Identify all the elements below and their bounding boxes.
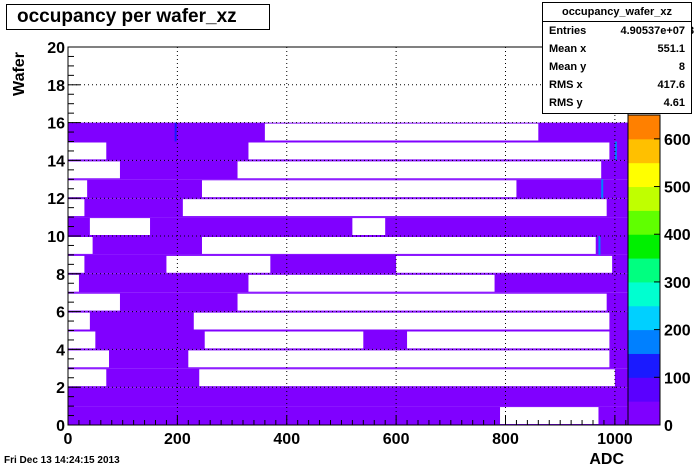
heatmap-gap-wafer-14-1 (248, 142, 610, 160)
color-scale-band-5 (628, 281, 660, 307)
z-tick-label: 100 (664, 370, 691, 387)
stats-label: RMS y (549, 97, 583, 109)
y-tick-label: 8 (56, 267, 65, 284)
heatmap-gap-wafer-4-0 (68, 331, 96, 349)
color-scale-band-0 (628, 401, 660, 426)
heatmap-gap-wafer-12-0 (68, 180, 88, 198)
y-tick-label: 14 (47, 153, 65, 170)
heatmap-row-wafer-10 (68, 217, 628, 236)
heatmap-gap-wafer-15-0 (264, 123, 539, 141)
y-tick-label: 18 (47, 78, 65, 95)
stats-box: occupancy_wafer_xz Entries 4.90537e+07 M… (542, 2, 692, 114)
color-scale-band-1 (628, 377, 660, 402)
heatmap-gap-wafer-7-1 (248, 274, 495, 292)
heatmap-gap-wafer-9-1 (201, 237, 596, 254)
heatmap-gap-wafer-13-0 (68, 161, 120, 179)
z-tick-label: 500 (664, 180, 691, 197)
x-tick-label: 400 (273, 431, 300, 448)
y-tick-label: 20 (47, 40, 65, 57)
heatmap-gap-wafer-10-1 (352, 218, 386, 235)
color-scale-band-8 (628, 210, 660, 235)
heatmap-gap-wafer-8-2 (396, 255, 613, 273)
z-tick-label: 0 (664, 418, 673, 435)
stats-value: 4.90537e+07 (620, 25, 685, 37)
y-tick-label: 10 (47, 229, 65, 246)
x-tick-label: 0 (64, 431, 73, 448)
color-scale-band-6 (628, 258, 660, 283)
z-tick-label: 300 (664, 275, 691, 292)
heatmap-hot-cell-1 (598, 236, 601, 255)
y-tick-label: 2 (56, 380, 65, 397)
color-scale-band-12 (628, 115, 660, 140)
z-tick-label: 400 (664, 227, 691, 244)
heatmap-gap-wafer-13-1 (237, 161, 602, 179)
stats-row-rms-x: RMS x 417.6 (543, 76, 691, 94)
heatmap-gap-wafer-12-1 (201, 180, 517, 198)
histogram-title: occupancy per wafer_xz (6, 4, 270, 30)
heatmap-hot-cell-3 (174, 122, 177, 142)
heatmap-gap-wafer-4-2 (407, 331, 610, 349)
stats-row-rms-y: RMS y 4.61 (543, 94, 691, 112)
stats-row-mean-x: Mean x 551.1 (543, 40, 691, 58)
stats-label: Entries (549, 25, 587, 37)
y-axis-title: Wafer (11, 52, 28, 96)
stats-value: 417.6 (657, 79, 685, 91)
x-tick-label: 600 (383, 431, 410, 448)
stats-row-mean-y: Mean y 8 (543, 58, 691, 76)
color-scale-band-3 (628, 329, 660, 354)
stats-value: 8 (678, 61, 685, 73)
z-tick-label: 200 (664, 323, 691, 340)
x-tick-label: 200 (164, 431, 191, 448)
heatmap-gap-wafer-5-0 (68, 312, 90, 330)
heatmap-gap-wafer-14-0 (68, 142, 107, 160)
x-axis-title: ADC (589, 451, 624, 468)
heatmap-row-wafer-0 (68, 406, 628, 425)
timestamp-footer: Fri Dec 13 14:24:15 2013 (4, 455, 120, 466)
heatmap-gap-wafer-11-0 (68, 199, 85, 217)
heatmap-gap-wafer-5-1 (193, 312, 610, 330)
heatmap-gap-wafer-3-1 (188, 350, 610, 368)
stats-label: RMS x (549, 79, 583, 91)
heatmap-hot-cell-2 (601, 179, 604, 199)
color-scale-band-7 (628, 234, 660, 259)
color-scale-frame (627, 114, 661, 426)
color-scale-band-11 (628, 138, 660, 164)
stats-value: 4.61 (663, 97, 685, 109)
stats-box-name: occupancy_wafer_xz (543, 3, 691, 22)
heatmap-gap-wafer-8-1 (166, 255, 271, 273)
heatmap-gap-wafer-6-0 (68, 293, 120, 311)
color-scale-band-9 (628, 186, 660, 211)
stats-value: 551.1 (657, 43, 685, 55)
y-tick-label: 6 (56, 305, 65, 322)
z-tick-label: 600 (664, 132, 691, 149)
heatmap-gap-wafer-8-0 (68, 255, 85, 273)
heatmap-row-wafer-1 (68, 387, 628, 407)
color-scale-band-10 (628, 162, 660, 188)
y-tick-label: 12 (47, 191, 65, 208)
heatmap-gap-wafer-2-0 (68, 369, 107, 387)
heatmap-gap-wafer-10-0 (89, 218, 151, 235)
heatmap-hot-cell-0 (614, 141, 617, 161)
heatmap-gap-wafer-9-0 (68, 237, 93, 254)
heatmap-gap-wafer-2-1 (199, 369, 615, 387)
heatmap-gap-wafer-11-1 (182, 199, 607, 217)
stats-row-entries: Entries 4.90537e+07 (543, 22, 691, 40)
x-tick-label: 800 (492, 431, 519, 448)
stats-label: Mean x (549, 43, 587, 55)
heatmap-gap-wafer-0-0 (500, 407, 599, 424)
color-scale-band-4 (628, 305, 660, 331)
x-tick-label: 1000 (597, 431, 633, 448)
heatmap-gap-wafer-3-0 (68, 350, 110, 368)
y-tick-label: 4 (56, 342, 65, 359)
stats-label: Mean y (549, 61, 587, 73)
heatmap-gap-wafer-6-1 (237, 293, 607, 311)
y-tick-label: 0 (56, 418, 65, 435)
color-scale-band-2 (628, 353, 660, 378)
y-tick-label: 16 (47, 116, 65, 133)
heatmap-gap-wafer-4-1 (204, 331, 364, 349)
